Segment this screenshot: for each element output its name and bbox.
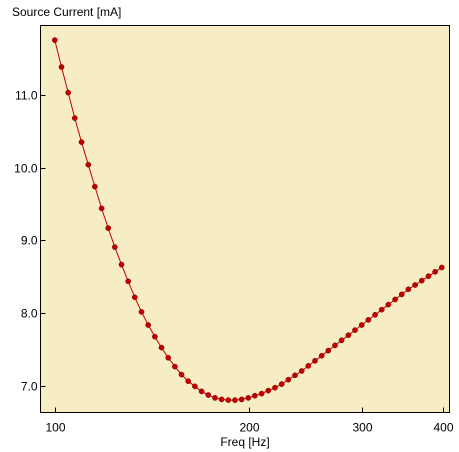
data-point (78, 139, 85, 145)
data-point (51, 37, 58, 43)
x-axis: 100 200 300 400 (45, 407, 454, 435)
y-axis: 7.0 8.0 9.0 10.0 11.0 (14, 89, 46, 394)
data-point (105, 225, 112, 231)
data-point (98, 205, 105, 212)
data-point (185, 378, 192, 385)
data-point (432, 268, 438, 275)
data-point (398, 291, 405, 298)
y-tick-label: 10.0 (14, 162, 38, 176)
data-point (218, 396, 225, 403)
data-point (118, 261, 125, 268)
data-point (378, 306, 385, 313)
data-point (212, 395, 218, 401)
data-point (131, 294, 138, 301)
data-point (385, 301, 392, 308)
data-point (325, 347, 332, 354)
data-point (365, 317, 372, 323)
data-point (412, 282, 418, 288)
data-point (192, 383, 198, 390)
data-point (85, 161, 92, 168)
data-point (332, 342, 338, 349)
data-point (392, 296, 398, 303)
data-point (285, 376, 292, 383)
data-point (225, 397, 232, 403)
x-tick-label: 300 (352, 421, 372, 435)
y-tick-label: 8.0 (21, 307, 38, 321)
data-point (158, 344, 165, 351)
data-point (352, 327, 358, 333)
data-point (65, 89, 72, 96)
data-point (145, 322, 152, 328)
data-point (252, 392, 258, 399)
x-tick-label: 100 (45, 421, 65, 435)
data-point (152, 333, 158, 340)
y-tick-label: 11.0 (15, 89, 38, 103)
data-point (278, 381, 285, 387)
data-point (165, 354, 172, 361)
data-point (238, 396, 245, 403)
data-point (232, 397, 238, 403)
data-point (292, 372, 298, 379)
y-tick-label: 7.0 (21, 380, 38, 394)
x-tick-label: 400 (433, 421, 453, 435)
data-point (258, 390, 265, 397)
data-point (111, 244, 118, 250)
data-point (338, 337, 345, 344)
data-point (92, 183, 98, 190)
chart-title: Source Current [mA] (12, 5, 122, 19)
data-point (358, 322, 365, 328)
data-point (418, 277, 425, 284)
data-point (345, 332, 352, 339)
data-point (205, 392, 212, 398)
y-tick-label: 9.0 (21, 234, 38, 248)
data-point (372, 311, 378, 318)
data-point (172, 363, 178, 370)
x-tick-label: 200 (239, 421, 259, 435)
data-point (405, 286, 412, 293)
data-point (298, 368, 305, 374)
data-point (245, 395, 252, 401)
data-point (138, 309, 145, 315)
plot-area (40, 25, 450, 413)
data-point (318, 352, 325, 359)
data-point (58, 64, 65, 70)
data-point (312, 357, 318, 364)
data-point (71, 115, 78, 121)
data-point (305, 363, 312, 369)
data-point (438, 264, 445, 271)
data-point (125, 278, 132, 285)
data-point (198, 388, 205, 395)
data-point (425, 273, 432, 280)
x-axis-label: Freq [Hz] (220, 435, 269, 449)
series-layer (51, 37, 445, 403)
data-point (265, 387, 272, 394)
data-point (178, 371, 185, 378)
data-point (272, 384, 278, 391)
